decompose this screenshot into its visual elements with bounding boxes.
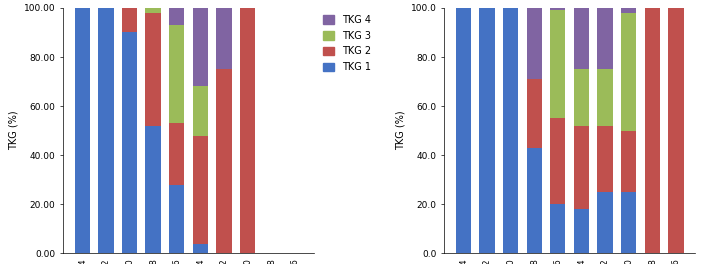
Bar [122, 8, 137, 32]
Bar [621, 131, 636, 192]
Bar [574, 209, 589, 253]
Bar [550, 10, 566, 118]
Bar [98, 8, 114, 253]
Bar [240, 8, 256, 253]
Bar [192, 8, 208, 87]
Bar [169, 8, 185, 25]
Bar [169, 25, 185, 123]
Bar [74, 8, 90, 253]
Bar [574, 69, 589, 126]
Bar [621, 13, 636, 131]
Bar [526, 148, 542, 253]
Y-axis label: TKG (%): TKG (%) [395, 111, 405, 150]
Bar [192, 136, 208, 244]
Bar [169, 185, 185, 253]
Bar [597, 69, 613, 126]
Bar [145, 13, 161, 126]
Bar [526, 8, 542, 79]
Bar [479, 8, 495, 253]
Bar [621, 192, 636, 253]
Bar [456, 8, 471, 253]
Bar [169, 123, 185, 185]
Bar [550, 204, 566, 253]
Bar [574, 126, 589, 209]
Bar [550, 118, 566, 204]
Bar [597, 8, 613, 69]
Bar [145, 8, 161, 13]
Bar [597, 126, 613, 192]
Y-axis label: TKG (%): TKG (%) [8, 111, 18, 150]
Bar [216, 8, 232, 69]
Legend: TKG 4, TKG 3, TKG 2, TKG 1: TKG 4, TKG 3, TKG 2, TKG 1 [322, 13, 373, 74]
Bar [597, 192, 613, 253]
Bar [526, 79, 542, 148]
Bar [145, 126, 161, 253]
Bar [216, 69, 232, 253]
Bar [503, 8, 518, 253]
Bar [668, 8, 684, 253]
Bar [644, 8, 660, 253]
Bar [192, 244, 208, 253]
Bar [192, 87, 208, 136]
Bar [122, 32, 137, 253]
Bar [621, 8, 636, 13]
Bar [550, 8, 566, 10]
Bar [574, 8, 589, 69]
